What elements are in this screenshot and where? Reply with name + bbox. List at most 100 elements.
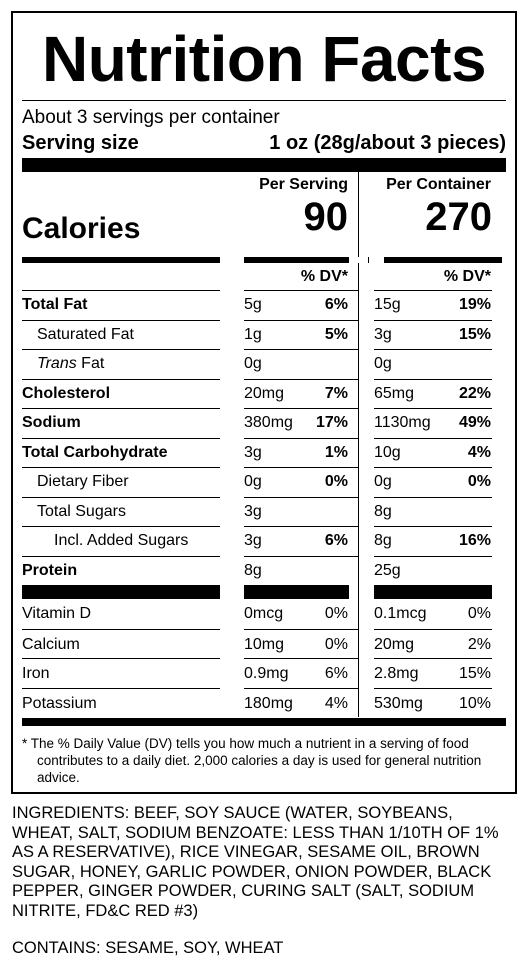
per-container-column-head: Per Container 270 <box>374 172 492 257</box>
pc-dv: 16% <box>458 532 491 549</box>
ps-amount: 1g <box>244 325 262 343</box>
nutrient-name: Total Carbohydrate <box>22 437 220 468</box>
ps-dv: 0% <box>324 605 348 622</box>
ps-amount: 380mg <box>244 414 293 431</box>
pc-dv: 2% <box>467 635 491 653</box>
per-serving-header: Per Serving <box>259 176 348 193</box>
ps-amount: 8g <box>244 561 262 579</box>
ps-dv: 6% <box>324 532 348 549</box>
pc-amount: 2.8mg <box>374 665 419 682</box>
pc-dv: 0% <box>467 473 491 490</box>
vitamin-name: Calcium <box>22 628 220 659</box>
trans-italic: Trans <box>37 355 77 372</box>
ps-amount: 20mg <box>244 384 285 402</box>
nutrient-row-saturated-fat: Saturated Fat 1g 5% 3g 15% <box>22 319 506 350</box>
nutrient-row-sodium: Sodium 380mg 17% 1130mg 49% <box>22 408 506 438</box>
ps-amount: 0mcg <box>244 605 284 622</box>
pc-dv: 0% <box>467 605 491 622</box>
calories-divider <box>22 257 506 263</box>
nutrient-row-total-carbohydrate: Total Carbohydrate 3g 1% 10g 4% <box>22 437 506 468</box>
nutrient-row-added-sugars: Incl. Added Sugars 3g 6% 8g 16% <box>22 526 506 556</box>
pc-amount: 530mg <box>374 694 423 712</box>
pc-amount: 3g <box>374 325 392 343</box>
ps-dv: 5% <box>324 325 348 343</box>
pc-amount: 65mg <box>374 384 415 402</box>
dv-header-serving: % DV* <box>244 263 359 290</box>
vitamin-name: Potassium <box>22 687 220 718</box>
ps-dv: 6% <box>324 296 348 313</box>
pc-amount: 20mg <box>374 635 415 653</box>
pc-dv: 4% <box>467 443 491 461</box>
nutrient-name: Total Sugars <box>22 496 220 527</box>
ps-amount: 180mg <box>244 694 293 712</box>
servings-per-container: About 3 servings per container <box>22 107 280 128</box>
nutrient-row-trans-fat: Trans Fat 0g 0g <box>22 349 506 379</box>
ps-dv: 0% <box>324 635 348 653</box>
ps-dv: 1% <box>324 443 348 461</box>
vitamin-row-iron: Iron 0.9mg 6% 2.8mg 15% <box>22 658 506 688</box>
nutrition-facts-panel: Nutrition Facts About 3 servings per con… <box>11 11 517 794</box>
pc-dv: 15% <box>458 665 491 682</box>
pc-amount: 0.1mcg <box>374 605 427 622</box>
nutrient-row-total-sugars: Total Sugars 3g 8g <box>22 496 506 527</box>
nutrient-name: Total Fat <box>22 290 220 320</box>
vitamin-name: Vitamin D <box>22 605 92 622</box>
calories-row: Calories Per Serving 90 Per Container 27… <box>22 172 506 257</box>
nutrient-name: Dietary Fiber <box>22 467 220 497</box>
title-divider <box>22 100 506 101</box>
ps-dv: 4% <box>324 694 348 712</box>
pc-dv: 15% <box>458 325 491 343</box>
ps-dv: 0% <box>324 473 348 490</box>
pc-amount: 8g <box>374 502 392 520</box>
dv-header-row: % DV* % DV* <box>22 263 506 290</box>
ps-amount: 3g <box>244 502 262 520</box>
trans-rest: Fat <box>76 355 105 372</box>
ingredients-text: INGREDIENTS: BEEF, SOY SAUCE (WATER, SOY… <box>12 804 499 920</box>
pc-amount: 25g <box>374 561 401 579</box>
pc-amount: 10g <box>374 443 401 461</box>
per-container-header: Per Container <box>386 176 491 193</box>
ps-amount: 0g <box>244 355 262 372</box>
pc-dv: 49% <box>458 414 491 431</box>
pc-amount: 8g <box>374 532 392 549</box>
dv-header-container: % DV* <box>443 268 491 285</box>
pc-dv: 22% <box>458 384 491 402</box>
pc-amount: 0g <box>374 473 392 490</box>
nutrient-name: Trans Fat <box>22 349 220 379</box>
calories-label: Calories <box>22 212 141 245</box>
ps-amount: 10mg <box>244 635 285 653</box>
ps-amount: 5g <box>244 296 262 313</box>
nutrient-name: Cholesterol <box>22 378 220 409</box>
nutrient-row-dietary-fiber: Dietary Fiber 0g 0% 0g 0% <box>22 467 506 497</box>
calories-per-serving: 90 <box>303 195 349 239</box>
nutrient-name: Incl. Added Sugars <box>22 526 220 556</box>
ps-amount: 3g <box>244 443 262 461</box>
per-serving-column-head: Per Serving 90 <box>244 172 359 257</box>
vitamins-divider <box>22 585 506 599</box>
ps-amount: 0.9mg <box>244 665 289 682</box>
ps-amount: 3g <box>244 532 262 549</box>
pc-dv: 10% <box>458 694 491 712</box>
nutrient-row-cholesterol: Cholesterol 20mg 7% 65mg 22% <box>22 378 506 409</box>
vitamin-row-calcium: Calcium 10mg 0% 20mg 2% <box>22 628 506 659</box>
allergen-statement: CONTAINS: SESAME, SOY, WHEAT <box>12 939 284 957</box>
serving-size-value: 1 oz (28g/about 3 pieces) <box>269 132 506 154</box>
calories-per-container: 270 <box>425 195 492 239</box>
label-title: Nutrition Facts <box>41 23 487 95</box>
pc-dv: 19% <box>458 296 491 313</box>
ps-dv: 7% <box>324 384 348 402</box>
nutrient-name: Sodium <box>22 408 220 438</box>
pc-amount: 15g <box>374 296 401 313</box>
nutrient-row-total-fat: Total Fat 5g 6% 15g 19% <box>22 290 506 320</box>
footnote-divider <box>22 718 506 726</box>
pc-amount: 1130mg <box>374 414 431 431</box>
ps-dv: 17% <box>315 414 348 431</box>
pc-amount: 0g <box>374 355 392 372</box>
vitamin-row-potassium: Potassium 180mg 4% 530mg 10% <box>22 687 506 718</box>
nutrient-table: Calories Per Serving 90 Per Container 27… <box>22 172 506 717</box>
nutrient-name: Protein <box>22 555 220 586</box>
ps-dv: 6% <box>324 665 348 682</box>
nutrient-name: Saturated Fat <box>22 319 220 350</box>
vitamin-row-vitamin-d: Vitamin D 0mcg 0% 0.1mcg 0% <box>22 599 506 629</box>
vitamin-name: Iron <box>22 658 220 688</box>
